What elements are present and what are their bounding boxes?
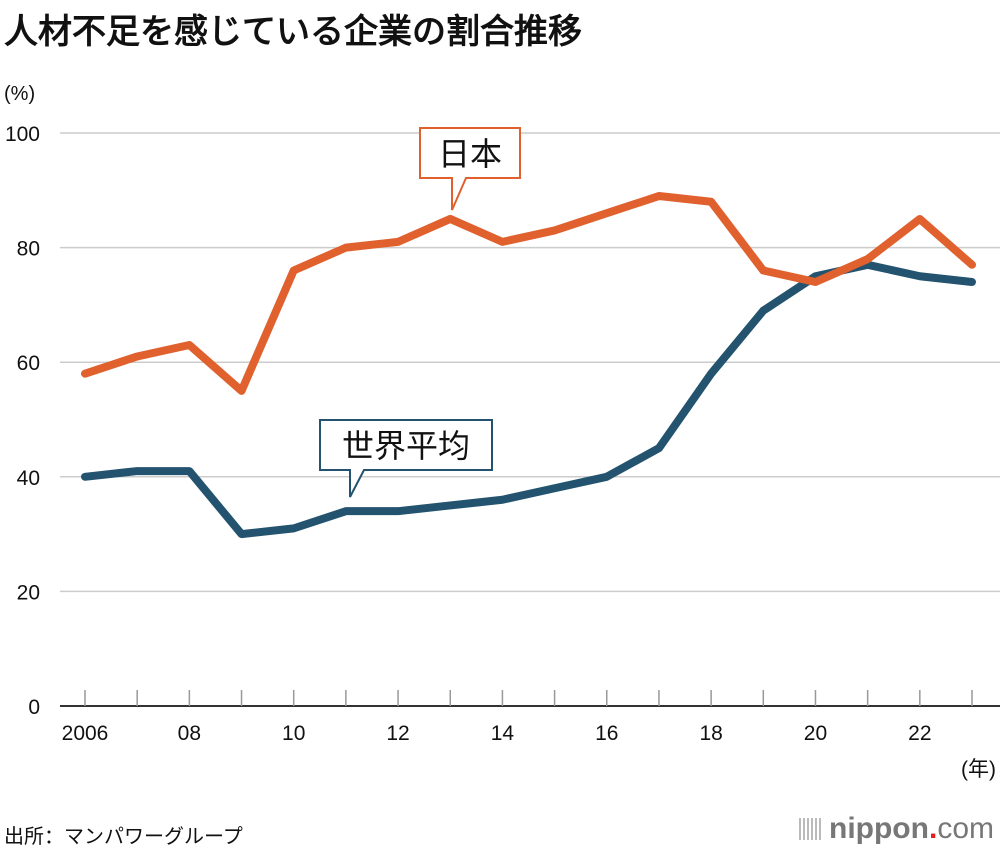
logo-bars-icon [799, 818, 821, 840]
x-tick-label: 2006 [62, 722, 109, 745]
x-tick-label: 08 [178, 722, 201, 745]
japan-legend-label: 日本 [438, 136, 502, 172]
y-tick-label: 80 [17, 238, 40, 261]
world-legend-label: 世界平均 [342, 428, 470, 464]
chart-title: 人材不足を感じている企業の割合推移 [4, 13, 582, 51]
x-tick-label: 14 [491, 722, 515, 745]
nippon-logo: nippon.com [799, 812, 994, 846]
x-tick-label: 18 [699, 722, 722, 745]
world-callout-box [319, 419, 493, 498]
japan-callout-box [419, 127, 521, 211]
x-tick-label: 10 [282, 722, 305, 745]
series-line-world [81, 260, 976, 539]
logo-text: nippon [829, 812, 929, 845]
x-tick-label: 16 [595, 722, 618, 745]
source-note: 出所：マンパワーグループ [4, 826, 243, 848]
logo-dot: . [928, 812, 938, 845]
y-tick-label: 60 [17, 352, 40, 375]
series-line-japan [81, 192, 976, 395]
y-tick-label: 40 [17, 467, 40, 490]
x-tick-label: 12 [386, 722, 409, 745]
y-tick-label: 20 [17, 581, 40, 604]
x-axis-label: (年) [961, 758, 996, 781]
y-axis-label: (%) [4, 83, 35, 105]
x-tick-label: 22 [908, 722, 931, 745]
logo-tld: com [937, 812, 994, 845]
y-tick-label: 100 [5, 123, 40, 146]
y-tick-label: 0 [28, 696, 40, 719]
x-tick-label: 20 [804, 722, 827, 745]
